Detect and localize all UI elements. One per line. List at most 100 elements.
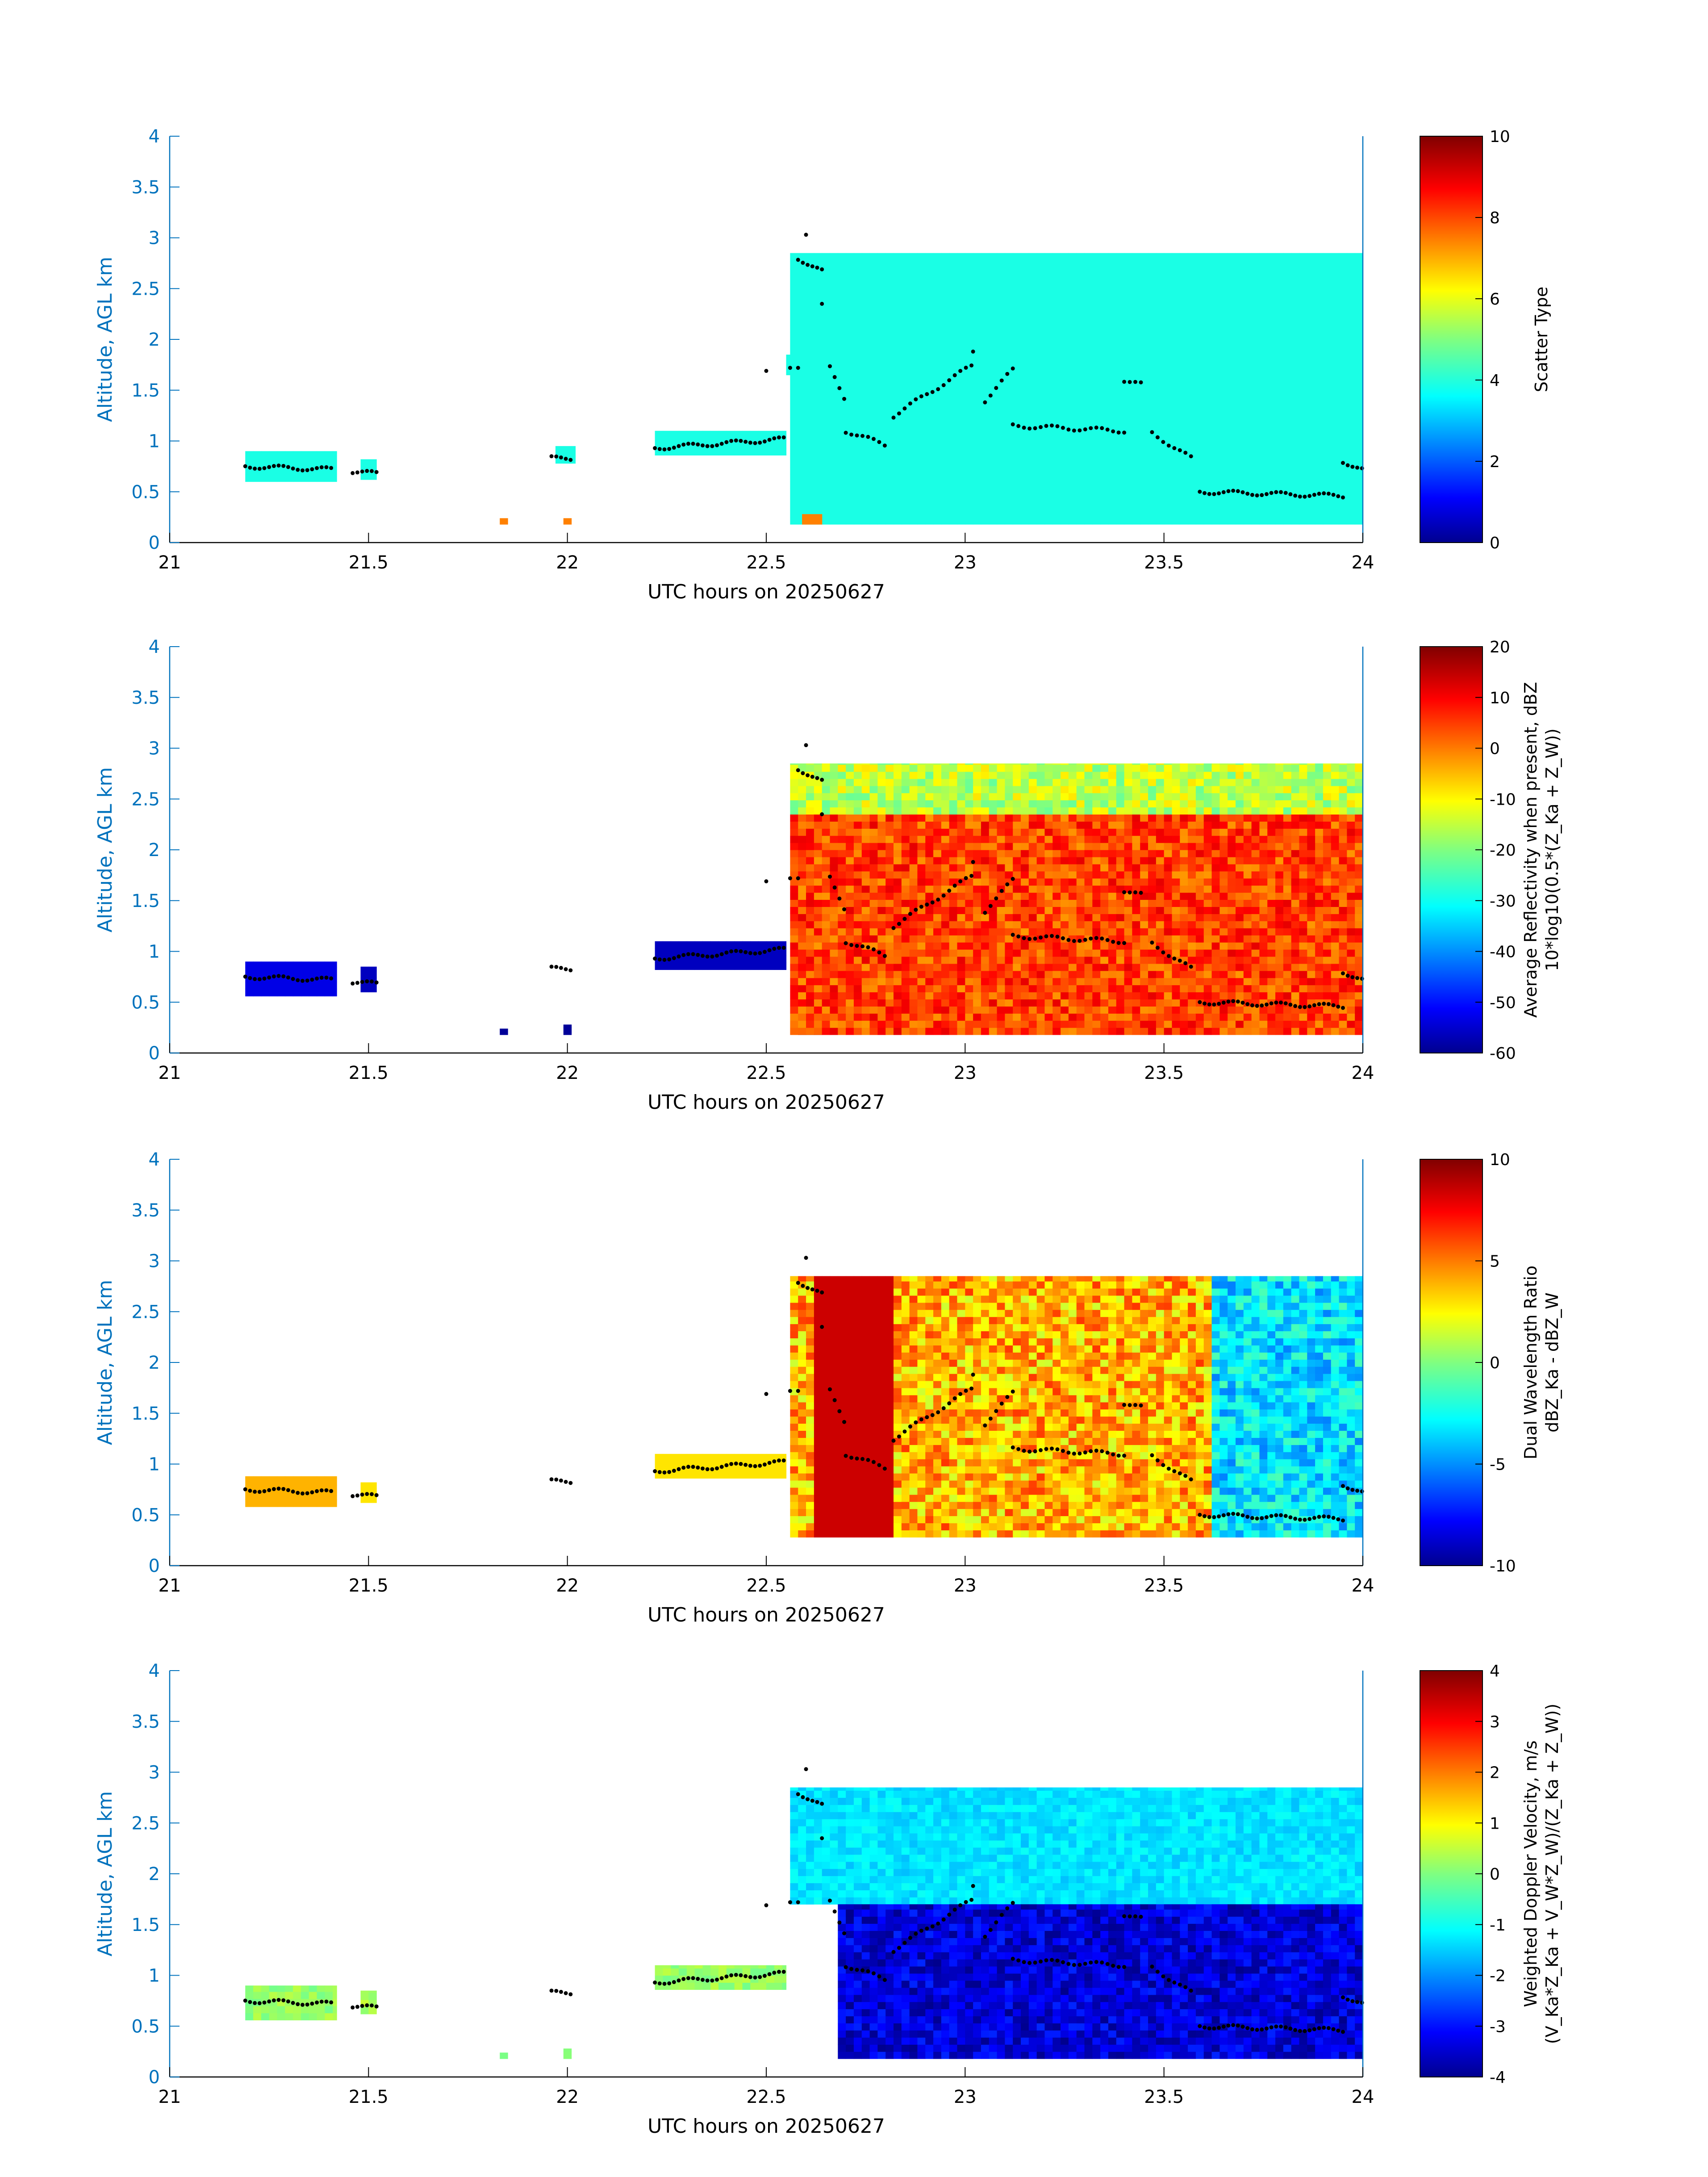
- data-cell: [1243, 346, 1252, 354]
- data-cell: [1084, 439, 1093, 447]
- data-cell: [997, 1020, 1005, 1028]
- data-cell: [941, 864, 950, 872]
- data-cell: [1132, 304, 1140, 311]
- data-cell: [1052, 828, 1061, 836]
- data-cell: [1100, 771, 1109, 779]
- data-cell: [1021, 778, 1029, 786]
- data-cell: [885, 771, 894, 779]
- data-cell: [822, 999, 831, 1007]
- data-cell: [782, 941, 787, 949]
- data-cell: [894, 857, 902, 865]
- data-cell: [1052, 304, 1061, 311]
- data-cell: [997, 786, 1005, 794]
- data-cell: [965, 496, 973, 503]
- data-cell: [1180, 396, 1188, 404]
- y-tick-label: 0.5: [131, 482, 160, 502]
- data-cell: [853, 318, 862, 326]
- data-cell: [1028, 496, 1037, 503]
- data-cell: [830, 878, 838, 886]
- data-cell: [1259, 282, 1268, 290]
- data-cell: [941, 474, 950, 482]
- data-cell: [997, 253, 1005, 255]
- data-cell: [822, 821, 831, 829]
- data-cell: [1068, 907, 1077, 914]
- data-cell: [1228, 325, 1236, 333]
- data-cell: [1180, 353, 1188, 361]
- data-cell: [869, 992, 878, 1000]
- data-cell: [1235, 403, 1244, 411]
- data-cell: [822, 857, 831, 865]
- data-cell: [941, 268, 950, 276]
- data-cell: [1211, 446, 1220, 454]
- data-cell: [790, 928, 798, 936]
- data-cell: [861, 935, 870, 943]
- x-tick-label: 22.5: [746, 552, 786, 573]
- data-cell: [1180, 368, 1188, 376]
- data-cell: [806, 1028, 814, 1035]
- data-cell: [1036, 1013, 1045, 1021]
- data-cell: [1108, 368, 1117, 376]
- data-cell: [1021, 850, 1029, 857]
- data-cell: [846, 970, 854, 978]
- data-cell: [885, 907, 894, 914]
- data-cell: [790, 489, 798, 496]
- data-cell: [1036, 885, 1045, 893]
- data-cell: [997, 297, 1005, 304]
- data-cell: [798, 786, 806, 794]
- data-cell: [853, 992, 862, 1000]
- data-cell: [1156, 382, 1165, 390]
- data-cell: [853, 836, 862, 843]
- data-cell: [1211, 481, 1220, 489]
- data-cell: [1259, 289, 1268, 297]
- data-cell: [1355, 311, 1363, 318]
- cloud-base-marker: [908, 401, 912, 406]
- data-cell: [1084, 496, 1093, 503]
- data-cell: [1188, 510, 1196, 518]
- data-cell: [861, 892, 870, 900]
- data-cell: [1044, 453, 1053, 461]
- cloud-base-marker: [667, 447, 672, 451]
- data-cell: [1259, 432, 1268, 439]
- data-cell: [694, 962, 703, 970]
- data-cell: [798, 425, 806, 432]
- data-cell: [846, 453, 854, 461]
- data-cell: [853, 253, 862, 255]
- data-cell: [838, 446, 846, 454]
- data-cell: [822, 807, 831, 815]
- data-cell: [1013, 517, 1021, 525]
- data-cell: [877, 992, 886, 1000]
- data-cell: [1036, 814, 1045, 822]
- data-cell: [949, 928, 958, 936]
- data-cell: [1267, 481, 1276, 489]
- data-cell: [1219, 481, 1228, 489]
- data-cell: [949, 807, 958, 815]
- data-cell: [1180, 268, 1188, 276]
- data-cell: [1052, 778, 1061, 786]
- data-cell: [1228, 332, 1236, 340]
- data-cell: [846, 764, 854, 772]
- data-cell: [1355, 425, 1363, 432]
- data-cell: [949, 778, 958, 786]
- data-cell: [806, 311, 814, 318]
- data-cell: [1307, 339, 1315, 347]
- data-cell: [830, 836, 838, 843]
- data-cell: [1116, 481, 1125, 489]
- data-cell: [894, 864, 902, 872]
- cloud-base-marker: [1307, 494, 1312, 498]
- data-cell: [1061, 289, 1069, 297]
- data-cell: [1044, 474, 1053, 482]
- data-cell: [1005, 786, 1013, 794]
- data-cell: [1203, 368, 1212, 376]
- data-cell: [1275, 432, 1284, 439]
- data-cell: [1076, 368, 1085, 376]
- data-cell: [1068, 396, 1077, 404]
- data-cell: [949, 261, 958, 269]
- data-cell: [1267, 453, 1276, 461]
- data-cell: [1084, 410, 1093, 418]
- data-cell: [686, 962, 695, 970]
- data-cell: [853, 275, 862, 283]
- data-cell: [909, 1013, 918, 1021]
- data-cell: [1013, 481, 1021, 489]
- data-cell: [1347, 439, 1355, 447]
- data-cell: [830, 800, 838, 808]
